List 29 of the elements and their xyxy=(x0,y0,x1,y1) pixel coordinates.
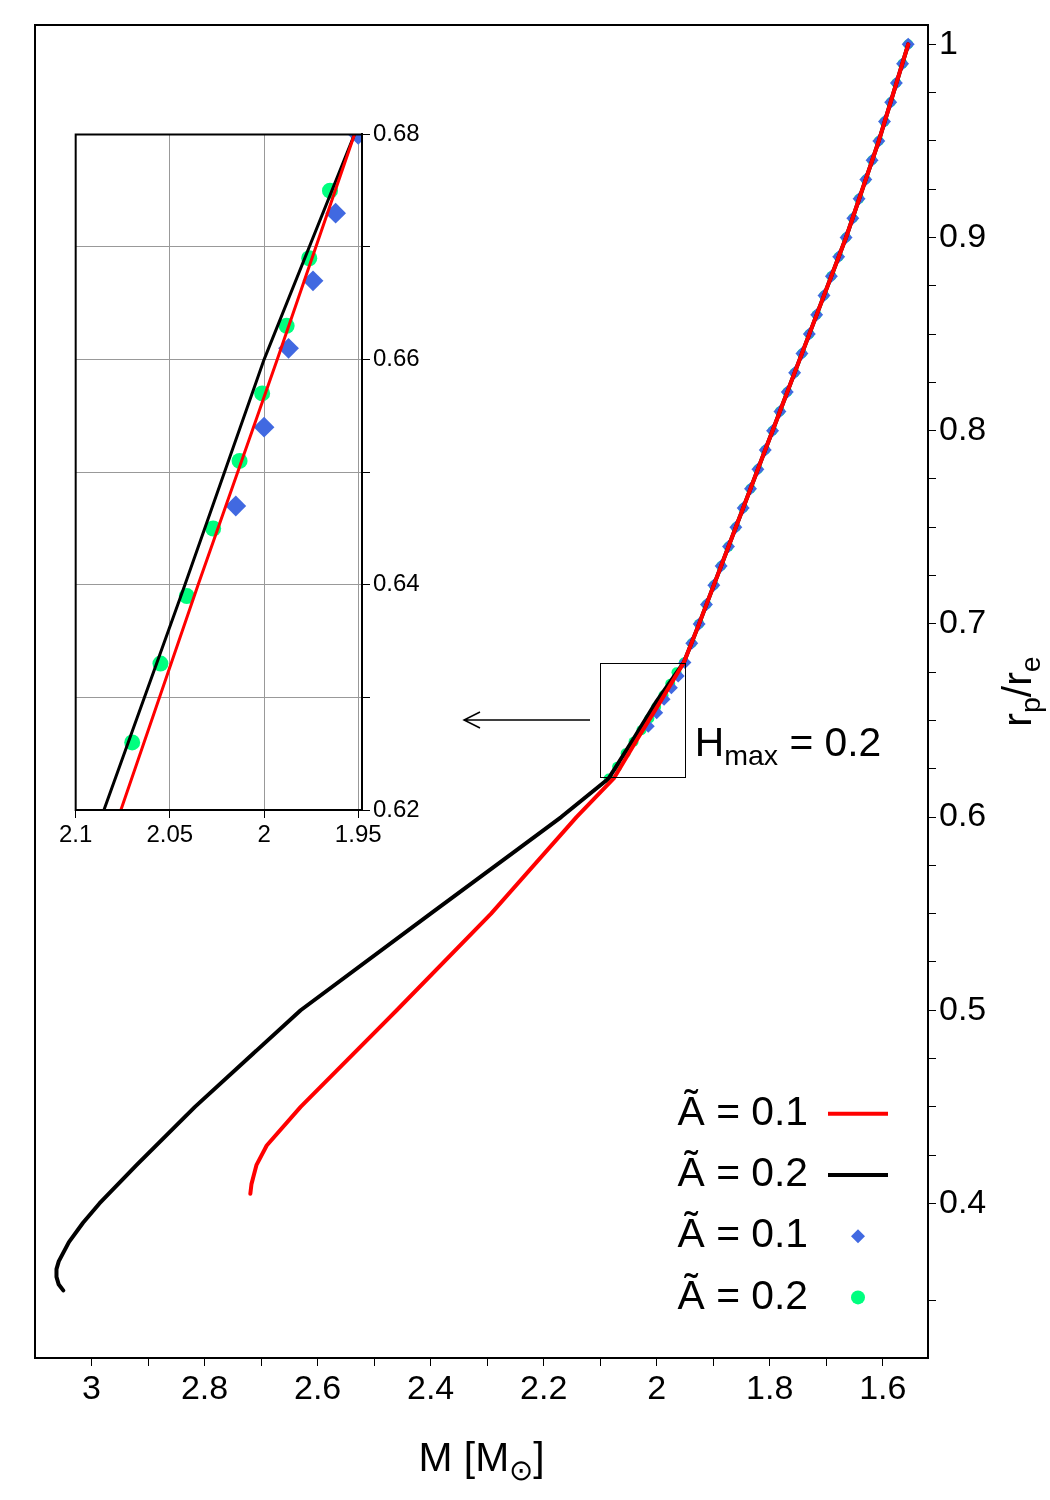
x-tick-label: 2.8 xyxy=(180,1367,229,1406)
x-tick-label: 2.05 xyxy=(146,820,194,848)
y-tick-label: 1 xyxy=(939,22,958,61)
y-tick-label: 0.5 xyxy=(939,988,987,1027)
y-tick-label: 0.66 xyxy=(373,344,420,372)
y-tick-label: 0.68 xyxy=(373,119,420,147)
x-tick-label: 3 xyxy=(82,1367,101,1406)
x-tick-label: 1.8 xyxy=(746,1367,794,1406)
y-tick-label: 0.62 xyxy=(373,794,420,822)
legend-label: Ã = 0.2 xyxy=(677,1149,808,1196)
y-tick-label: 0.7 xyxy=(939,602,987,641)
y-tick-label: 0.6 xyxy=(939,795,987,834)
y-tick-label: 0.9 xyxy=(939,215,987,254)
x-tick-label: 2.2 xyxy=(520,1367,568,1406)
y-tick-label: 0.8 xyxy=(939,409,987,448)
y-axis-title: rp/re xyxy=(994,656,1047,727)
x-tick-label: 1.95 xyxy=(334,820,382,848)
legend-label: Ã = 0.1 xyxy=(677,1210,808,1257)
x-tick-label: 1.6 xyxy=(859,1367,907,1406)
x-tick-label: 2.4 xyxy=(407,1367,455,1406)
y-tick-label: 0.64 xyxy=(373,569,420,597)
legend-label: Ã = 0.2 xyxy=(677,1271,808,1318)
x-tick-label: 2.6 xyxy=(293,1367,342,1406)
y-tick-label: 0.4 xyxy=(939,1181,987,1220)
x-tick-label: 2 xyxy=(257,820,271,848)
x-tick-label: 2 xyxy=(647,1367,667,1406)
legend-label: Ã = 0.1 xyxy=(677,1088,808,1135)
x-axis-title: M [M⊙] xyxy=(418,1434,545,1487)
x-tick-label: 2.1 xyxy=(58,820,93,848)
